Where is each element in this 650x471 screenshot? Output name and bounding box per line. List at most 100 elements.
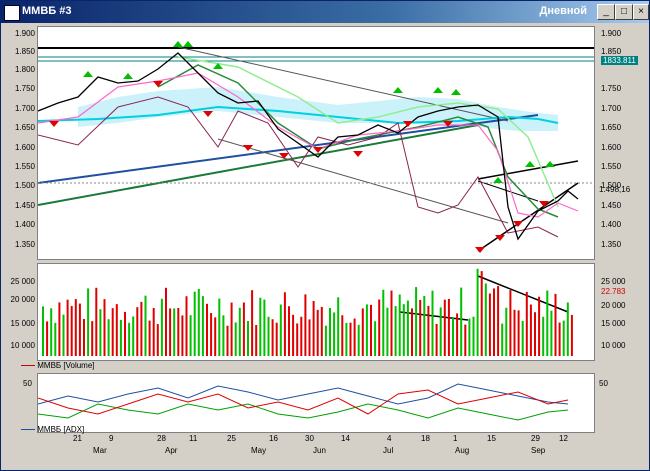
volume-legend: ММВБ [Volume] — [21, 361, 95, 370]
volume-bar — [275, 322, 278, 356]
month-tick: Sep — [531, 446, 546, 455]
date-tick: 11 — [189, 434, 198, 443]
price-chart — [37, 41, 594, 253]
volume-bar — [480, 271, 483, 356]
axis-tick: 1.400 — [601, 220, 622, 229]
volume-bar — [300, 316, 303, 356]
volume-bar — [386, 307, 389, 356]
volume-bar — [484, 283, 487, 356]
date-tick: 4 — [387, 434, 392, 443]
volume-bar — [529, 304, 532, 356]
price-panel[interactable] — [37, 26, 595, 260]
adx-legend-swatch — [21, 429, 35, 431]
volume-bar — [333, 312, 336, 356]
volume-bar — [570, 314, 573, 356]
volume-bar — [341, 315, 344, 356]
volume-bar — [214, 317, 217, 356]
maximize-icon[interactable]: □ — [615, 4, 633, 20]
volume-bar — [78, 303, 81, 356]
date-tick: 29 — [531, 434, 540, 443]
axis-tick: 1.700 — [601, 104, 622, 113]
axis-tick: 1.900 — [14, 29, 35, 38]
axis-tick: 1.650 — [14, 123, 35, 132]
axis-tick: 1.350 — [601, 240, 622, 249]
volume-bar — [132, 316, 135, 356]
volume-bar — [247, 320, 249, 356]
volume-bar — [230, 302, 233, 356]
volume-bar — [304, 294, 307, 356]
close-icon[interactable]: × — [633, 4, 649, 20]
volume-bar — [509, 289, 512, 356]
volume-bar — [488, 293, 491, 356]
volume-bar — [415, 287, 418, 356]
volume-bar — [156, 324, 159, 356]
volume-bar — [267, 316, 270, 356]
volume-bar — [320, 306, 323, 356]
adx-legend-label: ММВБ [ADX] — [37, 425, 85, 434]
adx-panel[interactable] — [37, 373, 595, 433]
volume-bar — [66, 299, 69, 356]
volume-bar — [95, 287, 98, 356]
volume-bar — [566, 302, 569, 356]
date-tick: 15 — [487, 434, 496, 443]
volume-bar — [128, 322, 131, 356]
volume-bar — [283, 292, 286, 356]
volume-bar — [111, 308, 114, 356]
volume-bar — [329, 307, 331, 356]
resize-grip-icon[interactable] — [637, 458, 647, 468]
adx-tick-right: 50 — [599, 379, 608, 388]
axis-tick: 1.500 — [14, 181, 35, 190]
title-bar: ММВБ #3 Дневной _ □ × — [1, 1, 649, 23]
volume-bar — [238, 307, 241, 356]
volume-bar — [50, 308, 53, 356]
volume-bar — [382, 289, 385, 356]
volume-bar — [460, 287, 463, 356]
volume-bar — [201, 296, 204, 356]
window-title: ММВБ #3 — [22, 5, 72, 17]
volume-legend-label: ММВБ [Volume] — [37, 361, 95, 370]
volume-legend-swatch — [21, 365, 35, 367]
timeframe-label[interactable]: Дневной — [539, 5, 588, 17]
volume-bar — [345, 322, 348, 356]
axis-tick: 1.450 — [14, 201, 35, 210]
date-tick: 16 — [269, 434, 278, 443]
volume-panel[interactable] — [37, 263, 595, 361]
volume-bar — [337, 297, 340, 356]
volume-bar — [435, 323, 438, 356]
month-tick: Jun — [313, 446, 326, 455]
volume-bar — [169, 308, 172, 356]
volume-bar — [99, 309, 102, 356]
volume-bar — [505, 307, 508, 356]
volume-bar — [562, 320, 565, 356]
volume-bar — [370, 304, 372, 356]
volume-bar — [546, 290, 549, 356]
volume-bar — [288, 306, 290, 356]
volume-bar — [218, 298, 221, 356]
minimize-icon[interactable]: _ — [597, 4, 615, 20]
volume-bar — [140, 301, 143, 356]
volume-bar — [242, 302, 245, 356]
volume-bar — [394, 306, 397, 356]
axis-tick: 1.650 — [601, 123, 622, 132]
volume-bar — [70, 306, 73, 356]
volume-bar — [255, 325, 258, 356]
volume-bar — [136, 307, 139, 356]
date-tick: 12 — [559, 434, 568, 443]
volume-bar — [210, 313, 213, 356]
volume-bar — [189, 315, 192, 356]
adx-chart — [37, 383, 569, 421]
volume-bar — [431, 290, 434, 356]
volume-bar — [456, 313, 459, 356]
date-tick: 21 — [73, 434, 82, 443]
volume-bar — [349, 322, 352, 356]
volume-bar — [521, 320, 524, 356]
volume-bar — [193, 291, 196, 356]
volume-bar — [439, 307, 442, 356]
volume-bar — [534, 312, 536, 356]
volume-chart — [42, 268, 573, 356]
chart-icon — [4, 5, 20, 21]
volume-bar — [251, 290, 254, 356]
volume-bar — [365, 304, 368, 356]
volume-bar — [554, 293, 557, 356]
axis-tick: 1.800 — [14, 65, 35, 74]
